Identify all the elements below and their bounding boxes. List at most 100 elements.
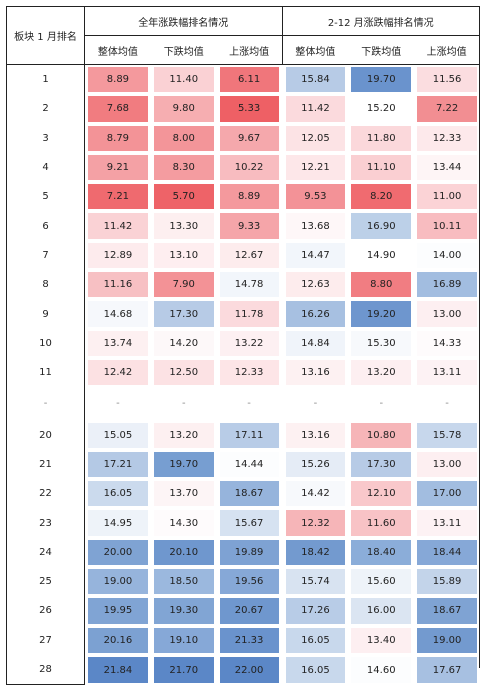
col-header-down-avg: 下跌均值 bbox=[150, 36, 217, 65]
col-header-up-avg: 上涨均值 bbox=[216, 36, 283, 65]
value-cell: 12.50 bbox=[150, 357, 217, 388]
table-row: 9 14.68 17.30 11.78 16.26 19.20 13.00 bbox=[6, 299, 480, 329]
value-cell: 11.56 bbox=[414, 65, 480, 95]
rank-cell: 8 bbox=[6, 270, 85, 300]
rank-cell: 28 bbox=[6, 654, 85, 685]
table-row: 1 8.89 11.40 6.11 15.84 19.70 11.56 bbox=[6, 65, 480, 95]
rank-column-header: 板块 1 月排名 bbox=[6, 6, 85, 65]
value-cell: 12.05 bbox=[282, 123, 349, 153]
value-cell: 9.53 bbox=[282, 182, 349, 212]
value-cell: 18.67 bbox=[414, 596, 480, 626]
table-row: ------- bbox=[6, 387, 480, 421]
value-cell: 11.16 bbox=[85, 270, 151, 300]
rank-cell: 7 bbox=[6, 240, 85, 271]
value-cell: 6.11 bbox=[216, 65, 283, 95]
table-row: 7 12.89 13.10 12.67 14.47 14.90 14.00 bbox=[6, 240, 480, 271]
value-cell: 13.11 bbox=[414, 508, 480, 538]
value-cell: 17.00 bbox=[414, 479, 480, 509]
value-cell: 11.60 bbox=[348, 508, 415, 538]
value-cell: 15.89 bbox=[414, 567, 480, 597]
rank-cell: 20 bbox=[6, 420, 85, 450]
value-cell: 15.84 bbox=[282, 65, 349, 95]
value-cell: 15.60 bbox=[348, 567, 415, 597]
full-year-group-header: 全年涨跌幅排名情况 bbox=[85, 6, 283, 36]
value-cell: 13.44 bbox=[414, 152, 480, 183]
value-cell: 9.21 bbox=[85, 152, 151, 183]
value-cell: 13.40 bbox=[348, 625, 415, 655]
value-cell: 15.26 bbox=[282, 449, 349, 480]
value-cell: 16.05 bbox=[282, 654, 349, 685]
value-cell: 10.22 bbox=[216, 152, 283, 183]
table-row: 28 21.84 21.70 22.00 16.05 14.60 17.67 bbox=[6, 654, 480, 685]
value-cell: 12.67 bbox=[216, 240, 283, 271]
table-row: 26 19.95 19.30 20.67 17.26 16.00 18.67 bbox=[6, 596, 480, 626]
rank-cell: 24 bbox=[6, 537, 85, 568]
table-body: 1 8.89 11.40 6.11 15.84 19.70 11.56 2 7.68 9.80 5.… bbox=[6, 65, 480, 685]
value-cell: 17.30 bbox=[150, 299, 217, 329]
value-cell: 19.00 bbox=[85, 567, 151, 597]
value-cell: 13.20 bbox=[150, 420, 217, 450]
value-cell: 21.33 bbox=[216, 625, 283, 655]
table-row: 24 20.00 20.10 19.89 18.42 18.40 18.44 bbox=[6, 537, 480, 568]
value-cell: 19.30 bbox=[150, 596, 217, 626]
table-row: 10 13.74 14.20 13.22 14.84 15.30 14.33 bbox=[6, 328, 480, 358]
sector-ranking-table: 板块 1 月排名 全年涨跌幅排名情况 2-12 月涨跌幅排名情况 整体均值 下跌… bbox=[6, 6, 480, 685]
rank-cell: 4 bbox=[6, 152, 85, 183]
value-cell: 12.63 bbox=[282, 270, 349, 300]
value-cell: 13.30 bbox=[150, 211, 217, 241]
table-row: 6 11.42 13.30 9.33 13.68 16.90 10.11 bbox=[6, 211, 480, 241]
value-cell: 5.70 bbox=[150, 182, 217, 212]
value-cell: 18.40 bbox=[348, 537, 415, 568]
value-cell: 12.42 bbox=[85, 357, 151, 388]
value-cell: 14.33 bbox=[414, 328, 480, 358]
value-cell: 8.89 bbox=[216, 182, 283, 212]
value-cell: 18.42 bbox=[282, 537, 349, 568]
value-cell: 10.80 bbox=[348, 420, 415, 450]
value-cell: 8.80 bbox=[348, 270, 415, 300]
rank-cell: 1 bbox=[6, 65, 85, 95]
value-cell: 15.67 bbox=[216, 508, 283, 538]
value-cell: 16.90 bbox=[348, 211, 415, 241]
value-cell: 14.00 bbox=[414, 240, 480, 271]
table-row: 22 16.05 13.70 18.67 14.42 12.10 17.00 bbox=[6, 479, 480, 509]
value-cell: 8.89 bbox=[85, 65, 151, 95]
rank-cell: 9 bbox=[6, 299, 85, 329]
value-cell: 13.16 bbox=[282, 420, 349, 450]
value-cell: 7.21 bbox=[85, 182, 151, 212]
value-cell: 5.33 bbox=[216, 94, 283, 124]
value-cell: - bbox=[216, 387, 283, 421]
value-cell: 9.33 bbox=[216, 211, 283, 241]
value-cell: 20.16 bbox=[85, 625, 151, 655]
rank-cell: 5 bbox=[6, 182, 85, 212]
value-cell: 21.84 bbox=[85, 654, 151, 685]
value-cell: 8.20 bbox=[348, 182, 415, 212]
value-cell: 13.16 bbox=[282, 357, 349, 388]
rank-cell: 3 bbox=[6, 123, 85, 153]
value-cell: 16.05 bbox=[85, 479, 151, 509]
value-cell: 20.67 bbox=[216, 596, 283, 626]
value-cell: 19.20 bbox=[348, 299, 415, 329]
value-cell: 13.11 bbox=[414, 357, 480, 388]
value-cell: 15.05 bbox=[85, 420, 151, 450]
rank-cell: 6 bbox=[6, 211, 85, 241]
value-cell: 19.89 bbox=[216, 537, 283, 568]
table-row: 4 9.21 8.30 10.22 12.21 11.10 13.44 bbox=[6, 152, 480, 183]
value-cell: 19.70 bbox=[348, 65, 415, 95]
rank-cell: 25 bbox=[6, 567, 85, 597]
table-row: 11 12.42 12.50 12.33 13.16 13.20 13.11 bbox=[6, 357, 480, 388]
value-cell: 19.70 bbox=[150, 449, 217, 480]
value-cell: 7.22 bbox=[414, 94, 480, 124]
ranking-table-container: 板块 1 月排名 全年涨跌幅排名情况 2-12 月涨跌幅排名情况 整体均值 下跌… bbox=[6, 6, 480, 685]
col-header-down-avg: 下跌均值 bbox=[348, 36, 415, 65]
value-cell: 15.30 bbox=[348, 328, 415, 358]
value-cell: 11.10 bbox=[348, 152, 415, 183]
table-right-border bbox=[479, 6, 480, 668]
value-cell: 20.00 bbox=[85, 537, 151, 568]
value-cell: 12.89 bbox=[85, 240, 151, 271]
col-header-up-avg: 上涨均值 bbox=[414, 36, 480, 65]
value-cell: 17.30 bbox=[348, 449, 415, 480]
value-cell: 17.11 bbox=[216, 420, 283, 450]
value-cell: - bbox=[150, 387, 217, 421]
table-row: 25 19.00 18.50 19.56 15.74 15.60 15.89 bbox=[6, 567, 480, 597]
value-cell: 14.42 bbox=[282, 479, 349, 509]
